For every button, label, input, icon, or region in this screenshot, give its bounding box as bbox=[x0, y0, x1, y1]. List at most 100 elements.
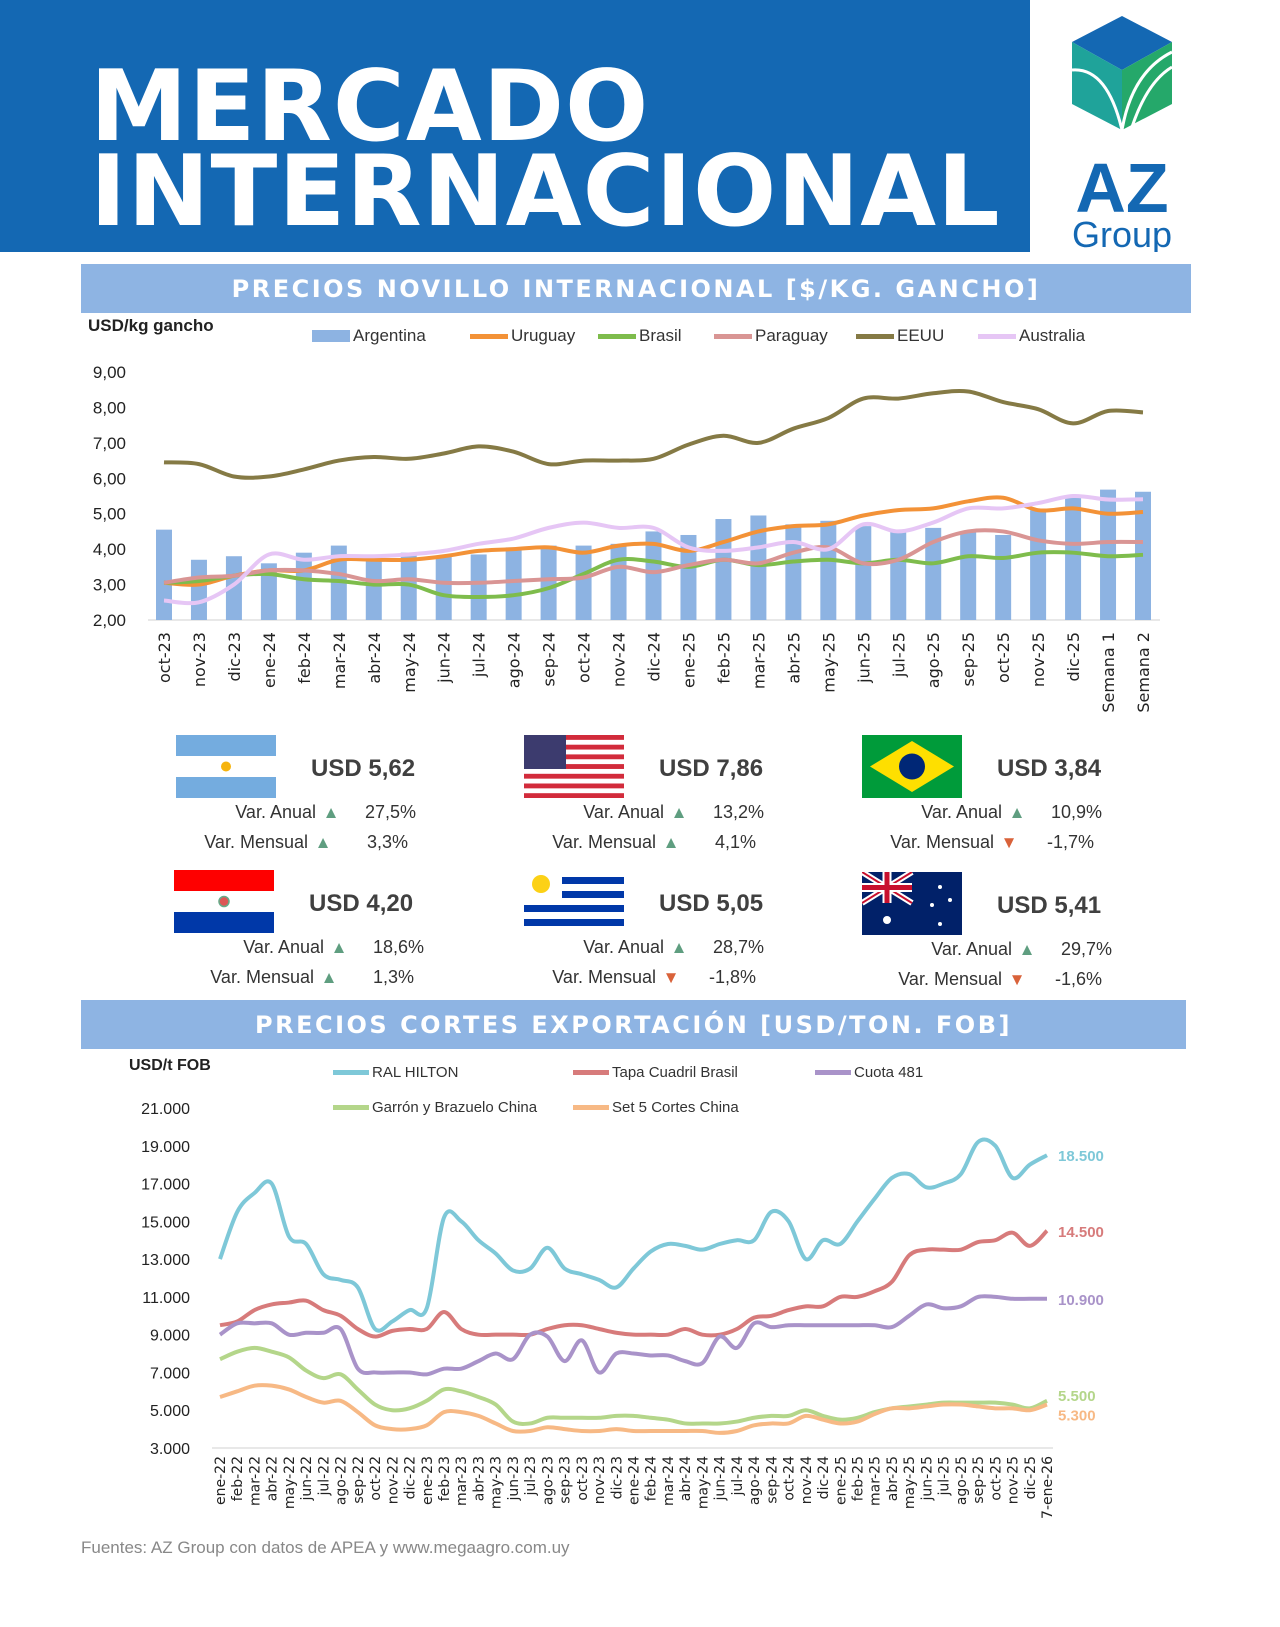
legend-label: Cuota 481 bbox=[854, 1064, 924, 1081]
legend-item: RAL HILTON bbox=[333, 1064, 458, 1081]
line-uruguay bbox=[163, 495, 1144, 587]
monthly-label: Var. Mensual bbox=[552, 967, 656, 987]
section-header-cortes: PRECIOS CORTES EXPORTACIÓN [USD/TON. FOB… bbox=[81, 1000, 1186, 1049]
legend-item-paraguay: Paraguay bbox=[714, 326, 828, 346]
annual-value: 13,2% bbox=[712, 802, 764, 822]
x-tick-label: feb-25 bbox=[850, 1456, 866, 1501]
x-tick-label: feb-22 bbox=[230, 1456, 246, 1501]
bar-argentina bbox=[435, 556, 452, 620]
bar-argentina bbox=[505, 547, 522, 620]
x-tick-label: nov-22 bbox=[385, 1456, 401, 1504]
line-series bbox=[219, 1229, 1049, 1339]
monthly-variation: Var. Mensual ▲ 4,1% bbox=[516, 832, 756, 853]
triangle-up-icon: ▲ bbox=[320, 967, 338, 987]
legend-label: Paraguay bbox=[755, 326, 828, 345]
line-brasil bbox=[163, 550, 1144, 599]
line-series bbox=[219, 1383, 1048, 1435]
bar-argentina bbox=[575, 545, 592, 620]
x-tick-label: ene-24 bbox=[627, 1456, 643, 1505]
monthly-value: 1,3% bbox=[372, 967, 414, 987]
x-tick-label: oct-25 bbox=[994, 632, 1013, 683]
title-line-2: INTERNACIONAL bbox=[90, 135, 1001, 249]
line-eeuu bbox=[163, 388, 1144, 480]
triangle-down-icon: ▼ bbox=[1000, 832, 1018, 852]
title-line-1: MERCADO bbox=[90, 50, 650, 164]
x-tick-label: nov-25 bbox=[1029, 632, 1048, 687]
legend-item-argentina: Argentina bbox=[312, 326, 426, 346]
section-header-novillo: PRECIOS NOVILLO INTERNACIONAL [$/KG. GAN… bbox=[81, 264, 1191, 313]
annual-variation: Var. Anual ▲ 29,7% bbox=[872, 939, 1112, 960]
triangle-up-icon: ▲ bbox=[314, 832, 332, 852]
line-series bbox=[218, 1137, 1048, 1333]
bar-argentina bbox=[785, 524, 802, 620]
legend-label: Garrón y Brazuelo China bbox=[372, 1099, 538, 1116]
y-tick-label: 15.000 bbox=[141, 1214, 190, 1231]
bar-argentina bbox=[820, 520, 837, 620]
x-tick-label: Semana 1 bbox=[1099, 632, 1118, 713]
y-tick-label: 9,00 bbox=[93, 363, 126, 382]
paraguay-flag-icon bbox=[174, 870, 274, 933]
legend-label: Argentina bbox=[353, 326, 426, 345]
legend-swatch bbox=[573, 1105, 609, 1110]
x-tick-label: ago-22 bbox=[334, 1456, 350, 1505]
x-tick-label: dic-25 bbox=[1064, 632, 1083, 682]
x-tick-label: dic-24 bbox=[816, 1456, 832, 1499]
bar-argentina bbox=[610, 543, 627, 620]
legend-label: Tapa Cuadril Brasil bbox=[612, 1064, 738, 1081]
price-card-argentina: USD 5,62 Var. Anual ▲ 27,5% Var. Mensual ▲ 3… bbox=[176, 735, 506, 855]
monthly-variation: Var. Mensual ▲ 1,3% bbox=[174, 967, 414, 988]
bar-argentina bbox=[190, 559, 207, 620]
legend-item: Set 5 Cortes China bbox=[573, 1099, 739, 1116]
x-tick-label: sep-25 bbox=[959, 632, 978, 686]
bar-argentina bbox=[260, 563, 277, 620]
x-tick-label: jun-23 bbox=[506, 1456, 522, 1502]
legend-swatch bbox=[573, 1070, 609, 1075]
y-tick-label: 6,00 bbox=[93, 469, 126, 488]
x-tick-label: ago-25 bbox=[924, 632, 943, 688]
line-series bbox=[219, 1345, 1048, 1426]
legend-label: Set 5 Cortes China bbox=[612, 1099, 739, 1116]
x-tick-label: sep-25 bbox=[971, 1456, 987, 1504]
bar-argentina bbox=[995, 534, 1012, 620]
y-tick-label: 13.000 bbox=[141, 1252, 190, 1269]
annual-label: Var. Anual bbox=[931, 939, 1012, 959]
x-tick-label: abr-23 bbox=[471, 1456, 487, 1501]
x-tick-label: 7-ene-26 bbox=[1040, 1456, 1056, 1519]
x-tick-label: mar-24 bbox=[661, 1456, 677, 1506]
monthly-value: 3,3% bbox=[366, 832, 408, 852]
legend-swatch bbox=[815, 1070, 851, 1075]
y-tick-label: 7.000 bbox=[150, 1365, 190, 1382]
x-tick-label: sep-23 bbox=[558, 1456, 574, 1504]
chart2-cortes-prices: 21.000 19.000 17.000 15.000 13.000 11.000 9.00… bbox=[141, 1101, 1104, 1519]
monthly-variation: Var. Mensual ▼ -1,8% bbox=[516, 967, 756, 988]
legend-swatch bbox=[333, 1105, 369, 1110]
chart1-y-axis-title: USD/kg gancho bbox=[88, 316, 214, 335]
header-banner: MERCADO INTERNACIONAL bbox=[0, 0, 1030, 252]
line-australia bbox=[163, 493, 1144, 606]
end-value-label: 18.500 bbox=[1058, 1148, 1104, 1165]
x-tick-label: jul-25 bbox=[937, 1456, 953, 1497]
az-group-logo: AZ Group bbox=[1071, 16, 1173, 252]
triangle-down-icon: ▼ bbox=[662, 967, 680, 987]
x-tick-label: abr-22 bbox=[265, 1456, 281, 1501]
x-tick-label: abr-24 bbox=[365, 632, 384, 684]
australia-flag-icon bbox=[862, 872, 962, 935]
bar-argentina bbox=[540, 545, 557, 620]
legend-item: Garrón y Brazuelo China bbox=[333, 1099, 537, 1116]
legend-item: Cuota 481 bbox=[815, 1064, 923, 1081]
x-tick-label: oct-24 bbox=[782, 1456, 798, 1501]
x-tick-label: mar-25 bbox=[868, 1456, 884, 1506]
y-tick-label: 3,00 bbox=[93, 576, 126, 595]
end-value-label: 14.500 bbox=[1058, 1224, 1104, 1241]
x-tick-label: abr-24 bbox=[678, 1456, 694, 1501]
end-value-label: 5.300 bbox=[1058, 1408, 1096, 1425]
end-value-label: 10.900 bbox=[1058, 1292, 1104, 1309]
price-value: USD 7,86 bbox=[659, 755, 764, 782]
y-tick-label: 19.000 bbox=[141, 1139, 190, 1156]
x-tick-label: ago-25 bbox=[954, 1456, 970, 1505]
x-tick-label: feb-24 bbox=[295, 632, 314, 684]
x-tick-label: ene-23 bbox=[420, 1456, 436, 1505]
x-tick-label: dic-23 bbox=[609, 1456, 625, 1499]
y-tick-label: 21.000 bbox=[141, 1101, 190, 1118]
price-value: USD 5,05 bbox=[659, 890, 764, 917]
